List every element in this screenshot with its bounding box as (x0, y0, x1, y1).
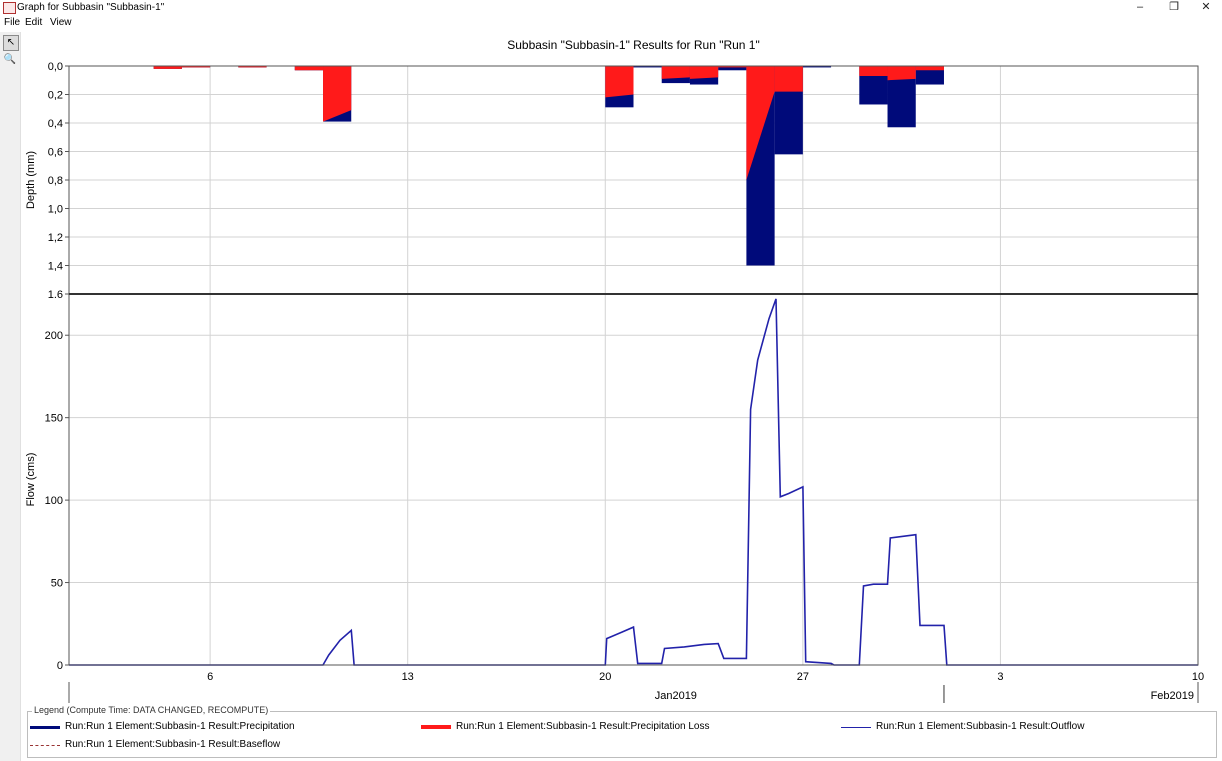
zoom-tool-icon[interactable]: 🔍 (3, 54, 17, 65)
menu-file[interactable]: File (4, 17, 21, 28)
menu-bar: File Edit View (0, 16, 1222, 30)
precipitation-loss-bar (605, 66, 634, 98)
x-tick-label: 3 (997, 671, 1003, 683)
legend-swatch-outflow (841, 727, 871, 728)
precipitation-bar (915, 66, 944, 85)
legend-label-precipitation-loss: Run:Run 1 Element:Subbasin-1 Result:Prec… (456, 721, 710, 732)
menu-edit[interactable]: Edit (25, 17, 43, 28)
chart-title: Subbasin "Subbasin-1" Results for Run "R… (507, 38, 760, 52)
depth-tick-label: 1,0 (48, 204, 63, 216)
precipitation-loss-bar (859, 66, 888, 76)
pointer-tool-icon[interactable]: ↖ (3, 35, 19, 51)
depth-tick-label: 1,2 (48, 232, 63, 244)
precipitation-loss-bar (915, 66, 944, 71)
month-label-jan: Jan2019 (655, 690, 697, 702)
precipitation-loss-bar (661, 66, 690, 79)
legend-title: Legend (Compute Time: DATA CHANGED, RECO… (32, 705, 271, 715)
x-tick-label: 13 (402, 671, 414, 683)
precipitation-bar (802, 66, 832, 68)
precipitation-loss-bar (294, 66, 324, 71)
depth-tick-label: 0,6 (48, 147, 63, 159)
legend-swatch-precipitation-loss (421, 725, 451, 729)
legend-swatch-baseflow (30, 745, 60, 746)
x-tick-label: 20 (599, 671, 611, 683)
legend-label-outflow: Run:Run 1 Element:Subbasin-1 Result:Outf… (876, 721, 1085, 732)
precipitation-loss-bar (689, 66, 719, 79)
precipitation-loss-bar (153, 66, 182, 69)
x-tick-label: 10 (1192, 671, 1204, 683)
depth-tick-label: 1.6 (48, 289, 63, 301)
legend-label-baseflow: Run:Run 1 Element:Subbasin-1 Result:Base… (65, 739, 281, 750)
x-tick-label: 6 (207, 671, 213, 683)
outflow-line (69, 298, 1198, 666)
window-titlebar: Graph for Subbasin "Subbasin-1" – ❐ ✕ (0, 0, 1222, 16)
close-button[interactable]: ✕ (1201, 1, 1211, 13)
minimize-button[interactable]: – (1136, 1, 1144, 13)
legend-box: Legend (Compute Time: DATA CHANGED, RECO… (27, 705, 1217, 758)
legend-swatch-precipitation (30, 726, 60, 729)
flow-axis-label: Flow (cms) (25, 453, 37, 507)
depth-tick-label: 0,8 (48, 175, 63, 187)
menu-view[interactable]: View (50, 17, 72, 28)
plot-frame (68, 65, 1199, 666)
precipitation-loss-bar (887, 66, 916, 81)
x-tick-label: 27 (797, 671, 809, 683)
flow-tick-label: 150 (45, 413, 63, 425)
precipitation-bar (718, 66, 747, 71)
flow-tick-label: 100 (45, 495, 63, 507)
depth-tick-label: 0,2 (48, 90, 63, 102)
tool-strip: ↖ 🔍 (0, 32, 21, 761)
results-graph: Subbasin "Subbasin-1" Results for Run "R… (25, 38, 1204, 703)
flow-tick-label: 200 (45, 330, 63, 342)
depth-tick-label: 0,4 (48, 118, 63, 130)
flow-tick-label: 0 (57, 660, 63, 672)
depth-tick-label: 1,4 (48, 261, 63, 273)
flow-tick-label: 50 (51, 578, 63, 590)
restore-button[interactable]: ❐ (1169, 1, 1179, 13)
depth-axis-label: Depth (mm) (25, 151, 37, 209)
precipitation-loss-bar (746, 66, 775, 180)
month-label-feb: Feb2019 (1151, 690, 1194, 702)
app-icon (3, 2, 16, 14)
window-title: Graph for Subbasin "Subbasin-1" (17, 2, 165, 13)
precipitation-loss-bar (323, 66, 352, 122)
precipitation-loss-bar (774, 66, 803, 92)
precipitation-bar (633, 66, 662, 68)
legend-label-precipitation: Run:Run 1 Element:Subbasin-1 Result:Prec… (65, 721, 295, 732)
depth-tick-label: 0,0 (48, 61, 63, 73)
